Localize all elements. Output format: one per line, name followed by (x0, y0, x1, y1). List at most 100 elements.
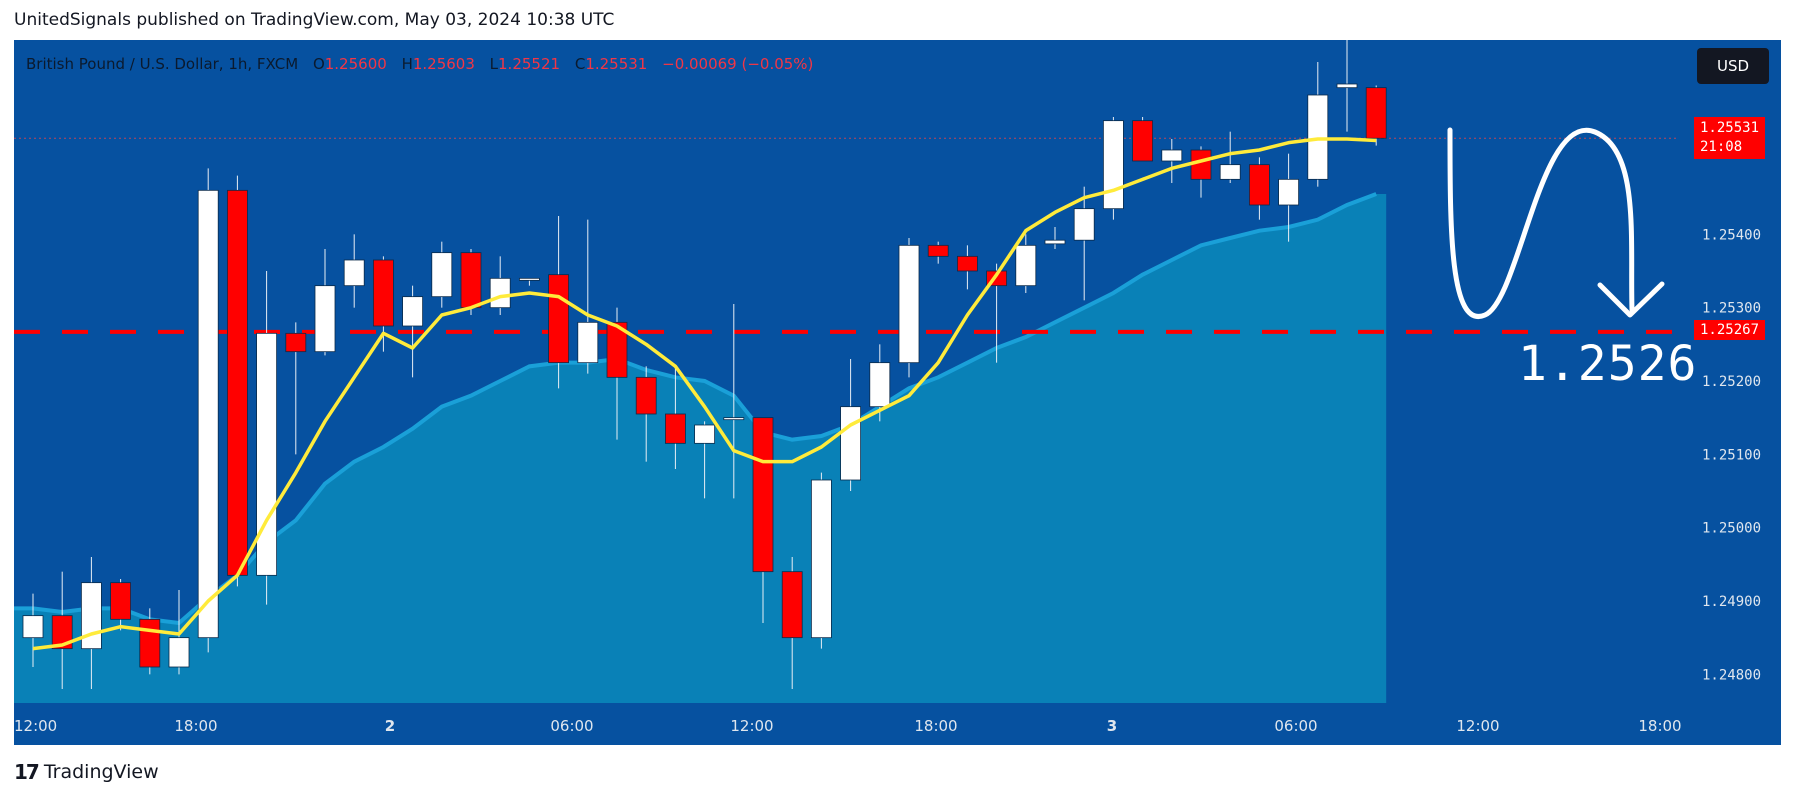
bull-candle-body (898, 244, 920, 364)
candle (635, 366, 657, 462)
bear-candle-body (781, 571, 803, 639)
hand-drawn-arrow (1447, 127, 1665, 319)
axis-layer: 1.25400 1.25300 1.25200 1.25100 1.25000 1.249… (14, 227, 1761, 735)
bull-candle-body (1307, 94, 1329, 180)
y-tick-label: 1.24900 (1702, 594, 1761, 610)
candle (1161, 139, 1183, 183)
x-tick-label: 18:00 (914, 717, 957, 735)
candle (752, 417, 774, 623)
y-tick-label: 1.25400 (1702, 227, 1761, 243)
x-tick-label: 18:00 (174, 717, 217, 735)
bear-candle-body (1249, 164, 1270, 206)
level-price-tag: 1.25267 (1694, 320, 1766, 340)
bear-candle-body (927, 244, 949, 257)
arrowhead-icon (1597, 281, 1665, 318)
bear-candle-body (665, 413, 686, 444)
level-line-layer (14, 137, 1676, 334)
bull-candle-body (197, 189, 219, 639)
candle (723, 304, 745, 499)
candle (22, 593, 44, 667)
currency-button[interactable]: USD (1697, 48, 1769, 84)
area-layer (14, 192, 1387, 703)
bull-candle-body (1278, 178, 1299, 206)
last-price-value: 1.25531 (1700, 120, 1760, 136)
x-tick-label: 12:00 (14, 717, 57, 735)
candle (343, 234, 365, 308)
bull-candle-body (1044, 239, 1066, 245)
hand-drawn-arrow-path (1447, 127, 1635, 319)
bull-candle-body (168, 637, 190, 668)
candle (489, 256, 511, 315)
tradingview-logo-icon: 17 (14, 760, 40, 784)
change-value: −0.00069 (−0.05%) (662, 55, 814, 73)
bull-candle-body (431, 252, 453, 298)
bear-candle-body (635, 376, 657, 415)
bear-candle-body (460, 252, 482, 309)
candle (372, 256, 394, 352)
bull-candle-body (343, 259, 365, 287)
symbol-label: British Pound / U.S. Dollar, 1h, FXCM (26, 55, 299, 73)
high-value: 1.25603 (412, 55, 475, 73)
x-tick-label: 2 (385, 717, 395, 735)
candle (811, 472, 832, 649)
last-price-tag: 1.25531 21:08 (1694, 117, 1766, 159)
bull-candle-body (840, 406, 861, 481)
bar-countdown: 21:08 (1700, 139, 1743, 155)
bear-candle-body (1132, 120, 1153, 162)
bear-candle-body (752, 417, 774, 573)
y-tick-label: 1.25100 (1702, 447, 1761, 463)
bull-candle-body (577, 321, 599, 364)
candle (1190, 146, 1212, 198)
x-tick-label: 06:00 (550, 717, 593, 735)
publish-header: UnitedSignals published on TradingView.c… (14, 10, 614, 30)
bull-candle-body (402, 296, 424, 327)
low-label: L (489, 55, 499, 73)
candle (665, 366, 686, 469)
candle (1336, 40, 1358, 132)
bull-candle-body (489, 277, 511, 309)
bull-candle-body (1161, 149, 1183, 162)
close-label: C (574, 55, 586, 73)
bull-candle-body (22, 615, 44, 639)
candle (285, 322, 307, 455)
bull-candle-body (869, 362, 891, 408)
candle (927, 241, 949, 264)
candle (402, 285, 424, 378)
ema-fast-line (32, 137, 1377, 651)
bull-candle-body (811, 479, 832, 639)
candle (1219, 131, 1241, 183)
footer-brand[interactable]: 17 TradingView (14, 760, 159, 784)
candle (1073, 186, 1095, 301)
x-tick-label: 12:00 (1456, 717, 1499, 735)
candle (226, 175, 248, 587)
bear-candle-body (957, 255, 978, 272)
bull-candle-body (1015, 244, 1037, 287)
candle (1132, 117, 1153, 162)
candles-layer (22, 40, 1387, 689)
bull-candle-body (519, 277, 540, 281)
bull-candle-body (694, 424, 715, 444)
candle (519, 277, 540, 286)
y-tick-label: 1.25200 (1702, 374, 1761, 390)
level-price-value: 1.25267 (1700, 322, 1760, 338)
bear-candle-body (1190, 149, 1212, 180)
bull-candle-body (81, 582, 102, 650)
candle (1044, 227, 1066, 249)
bear-candle-body (606, 321, 628, 378)
x-tick-label: 06:00 (1274, 717, 1317, 735)
candle (1015, 234, 1037, 293)
candle (197, 168, 219, 653)
candle (957, 245, 978, 290)
candle (431, 241, 453, 308)
open-label: O (312, 55, 325, 73)
bear-candle-body (372, 259, 394, 327)
candle (110, 579, 131, 631)
bull-candle-body (1103, 120, 1124, 210)
candle (1103, 117, 1124, 220)
bull-candle-body (723, 417, 745, 421)
bull-candle-body (1073, 208, 1095, 241)
ema-slow-area (14, 194, 1387, 703)
candle (577, 219, 599, 374)
open-value: 1.25600 (324, 55, 387, 73)
